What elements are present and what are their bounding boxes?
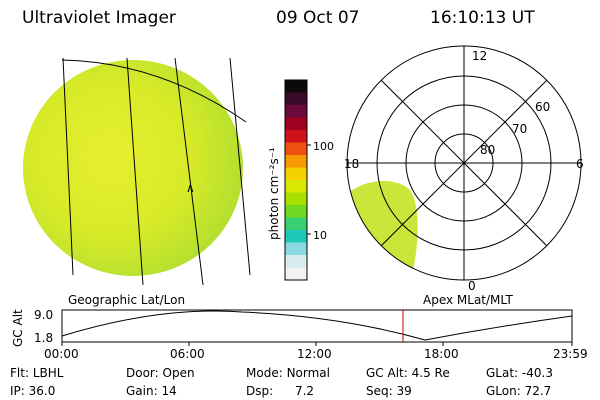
seq-value: 39	[396, 384, 412, 398]
lat-label-70: 70	[512, 122, 527, 136]
colorbar-swatch	[285, 255, 307, 268]
colorbar-swatch	[285, 167, 307, 181]
colorbar-swatch	[285, 217, 307, 231]
gain-value: 14	[161, 384, 177, 398]
color-bar: 100 10 photon cm⁻²s⁻¹	[267, 79, 334, 281]
earth-disk	[23, 60, 243, 276]
x-tick-2359: 23:59	[553, 347, 588, 361]
x-tick-1800: 18:00	[424, 347, 459, 361]
lat-label-80: 80	[480, 143, 495, 157]
door-label: Door:	[126, 366, 159, 380]
polar-plot: 12 18 6 0 60 70 80	[344, 45, 584, 293]
altitude-curve	[61, 310, 573, 341]
mlt-label-0: 0	[468, 279, 476, 293]
colorbar-swatch	[285, 117, 307, 131]
colorbar-unit-label: photon cm⁻²s⁻¹	[267, 147, 281, 240]
x-tick-0000: 00:00	[44, 347, 79, 361]
colorbar-swatch	[285, 105, 307, 118]
dsp-label: Dsp:	[246, 384, 274, 398]
colorbar-swatch	[285, 205, 307, 218]
glon-label: GLon:	[486, 384, 521, 398]
altitude-axis-label: GC Alt	[11, 309, 25, 347]
door-value: Open	[162, 366, 195, 380]
geographic-caption: Geographic Lat/Lon	[68, 293, 185, 307]
app-title: Ultraviolet Imager	[22, 8, 176, 28]
ip-info: IP: 36.0	[10, 384, 55, 398]
mlt-label-6: 6	[576, 157, 584, 171]
colorbar-swatch	[285, 92, 307, 106]
colorbar-tick-100: 100	[313, 140, 334, 153]
glat-label: GLat:	[486, 366, 519, 380]
x-ticks	[61, 342, 573, 346]
geographic-image: ∧	[23, 57, 251, 286]
gain-info: Gain: 14	[126, 384, 177, 398]
dsp-info: Dsp: 7.2	[246, 384, 314, 398]
ip-label: IP:	[10, 384, 25, 398]
glat-value: -40.3	[521, 366, 553, 380]
header-date: 09 Oct 07	[276, 8, 360, 28]
filter-value: LBHL	[32, 366, 64, 380]
colorbar-swatch	[285, 180, 307, 193]
dsp-value: 7.2	[294, 384, 315, 398]
colorbar-swatch	[285, 230, 307, 243]
mode-value: Normal	[286, 366, 330, 380]
polar-image	[347, 180, 418, 280]
mlt-label-12: 12	[472, 49, 487, 63]
altitude-plot-frame	[61, 309, 573, 343]
lat-lon-grid	[61, 57, 251, 286]
colorbar-tick-10: 10	[313, 229, 327, 242]
colorbar-swatch	[285, 267, 307, 281]
seq-info: Seq: 39	[366, 384, 412, 398]
y-tick-1-8: 1.8	[34, 331, 53, 345]
mlt-label-18: 18	[344, 157, 359, 171]
glon-info: GLon: 72.7	[486, 384, 551, 398]
seq-label: Seq:	[366, 384, 393, 398]
gcalt-value: 4.5 Re	[411, 366, 450, 380]
colorbar-swatch	[285, 142, 307, 156]
glon-value: 72.7	[524, 384, 552, 398]
x-tick-0600: 06:00	[170, 347, 205, 361]
x-tick-1200: 12:00	[297, 347, 332, 361]
ip-value: 36.0	[28, 384, 56, 398]
colorbar-swatch	[285, 192, 307, 206]
gcalt-info: GC Alt: 4.5 Re	[366, 366, 450, 380]
gcalt-label: GC Alt:	[366, 366, 408, 380]
lat-label-60: 60	[535, 100, 550, 114]
colorbar-swatch	[285, 242, 307, 256]
header-time: 16:10:13 UT	[430, 8, 535, 28]
gain-label: Gain:	[126, 384, 158, 398]
colorbar-swatch	[285, 80, 307, 93]
colorbar-swatch	[285, 130, 307, 143]
subsatellite-marker: ∧	[186, 181, 195, 195]
door-info: Door: Open	[126, 366, 195, 380]
glat-info: GLat: -40.3	[486, 366, 553, 380]
colorbar-swatch	[285, 155, 307, 168]
altitude-plot: 9.0 1.8 GC Alt 00:00 06:00 12:00 18:00 2…	[11, 308, 588, 361]
mode-info: Mode: Normal	[246, 366, 330, 380]
y-tick-9: 9.0	[34, 308, 53, 322]
mode-label: Mode:	[246, 366, 283, 380]
apex-caption: Apex MLat/MLT	[423, 293, 513, 307]
filter-label: Flt:	[10, 366, 29, 380]
polar-grid	[346, 45, 582, 281]
filter-info: Flt: LBHL	[10, 366, 63, 380]
